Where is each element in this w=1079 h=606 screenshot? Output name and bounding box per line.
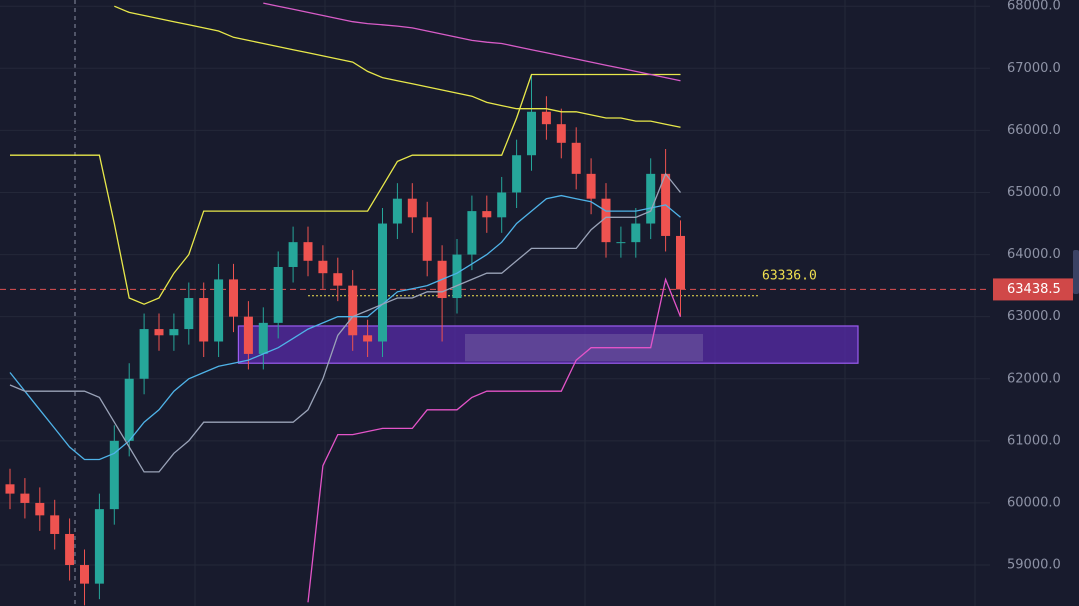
y-tick-label: 67000.0	[1007, 61, 1061, 76]
candle-body	[243, 316, 253, 354]
candle-body	[273, 266, 283, 323]
candle-body	[109, 440, 119, 510]
candle-body	[571, 142, 581, 174]
y-tick-label: 68000.0	[1007, 0, 1061, 14]
y-tick-label: 59000.0	[1007, 558, 1061, 573]
candle-body	[94, 509, 104, 584]
indicator-line	[9, 194, 681, 461]
y-tick-label: 61000.0	[1007, 433, 1061, 448]
candle-body	[169, 329, 179, 336]
candle-body	[5, 484, 15, 494]
candle-body	[467, 211, 477, 255]
y-tick-label: 62000.0	[1007, 371, 1061, 386]
candle-body	[601, 198, 611, 243]
candle-body	[541, 111, 551, 125]
candle-body	[50, 515, 60, 534]
candle-body	[65, 533, 75, 566]
candle-body	[199, 298, 209, 342]
y-tick-label: 64000.0	[1007, 247, 1061, 262]
price-tag-label: 63438.5	[1007, 282, 1061, 297]
candle-body	[556, 124, 566, 143]
indicator-line	[263, 2, 681, 82]
y-tick-label: 60000.0	[1007, 495, 1061, 510]
candle-body	[124, 378, 134, 441]
candle-body	[229, 279, 238, 317]
candle-body	[348, 285, 358, 336]
candle-body	[378, 223, 387, 342]
indicator-line	[114, 5, 681, 128]
candle-body	[154, 329, 164, 336]
blurred-label	[465, 333, 703, 362]
y-tick-label: 66000.0	[1007, 123, 1061, 138]
candle-body	[676, 235, 685, 290]
candle-body	[258, 322, 268, 354]
candle-body	[333, 273, 343, 286]
indicator-line	[307, 277, 682, 603]
candle-body	[35, 502, 45, 516]
candle-body	[512, 155, 522, 193]
candle-body	[288, 242, 298, 267]
vertical-grid	[194, 0, 976, 606]
candle-body	[407, 198, 417, 218]
annotation-label: 63336.0	[762, 268, 817, 283]
zone	[237, 325, 859, 364]
indicator-line	[9, 172, 682, 473]
candle-body	[422, 217, 432, 261]
y-tick-label: 63000.0	[1007, 309, 1061, 324]
candle-body	[631, 223, 641, 243]
scale-handle[interactable]	[1073, 250, 1079, 294]
candle-body	[363, 335, 373, 342]
candle-body	[586, 173, 596, 199]
indicator-line	[10, 73, 681, 305]
candle-body	[139, 329, 149, 379]
price-tag	[993, 278, 1073, 301]
candle-body	[392, 198, 402, 224]
candle-body	[318, 260, 328, 274]
candle-body	[80, 565, 89, 584]
candle-body	[646, 173, 656, 224]
candle-body	[303, 242, 313, 261]
candle-body	[20, 493, 30, 503]
candle-body	[497, 192, 507, 218]
candle-body	[214, 279, 224, 342]
candle-body	[616, 242, 626, 244]
candle-body	[527, 111, 536, 156]
candle-body	[452, 254, 462, 299]
candle-body	[482, 211, 492, 218]
candle-body	[184, 298, 194, 330]
y-tick-label: 65000.0	[1007, 185, 1061, 200]
